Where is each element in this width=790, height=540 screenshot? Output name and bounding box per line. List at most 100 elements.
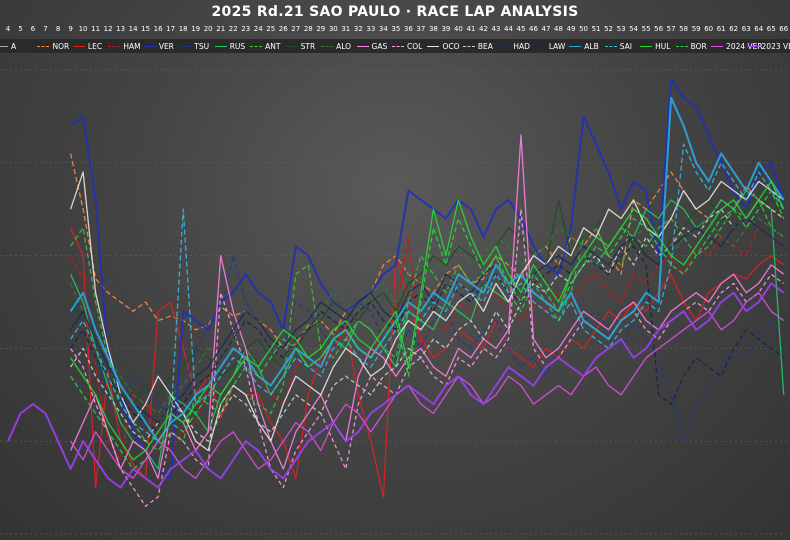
series-line-ver (70, 78, 785, 480)
legend-label: 2024 VER (726, 41, 763, 51)
lap-tick-label: 37 (416, 25, 426, 33)
lap-tick-label: 28 (303, 25, 313, 33)
legend-swatch (392, 45, 404, 47)
lap-tick-label: 26 (278, 25, 288, 33)
legend-swatch (675, 45, 688, 47)
lap-tick-label: 52 (604, 25, 614, 33)
legend: A NOR LEC HAM VER TSU RUS ANT STR ALO GAS COL OCO BEA… (0, 39, 790, 53)
legend-label: ANT (265, 41, 281, 51)
series-line-hul (70, 180, 785, 461)
legend-label: SAI (619, 41, 632, 51)
lap-tick-label: 5 (18, 25, 23, 33)
lap-tick-label: 53 (616, 25, 626, 33)
lap-tick-label: 17 (166, 25, 176, 33)
lap-tick-label: 9 (68, 25, 73, 33)
lap-tick-label: 25 (266, 25, 276, 33)
lap-tick-label: 40 (453, 25, 463, 33)
legend-swatch (711, 45, 724, 47)
lap-tick-label: 4 (5, 25, 11, 33)
lap-tick-label: 39 (441, 25, 451, 33)
legend-swatch (569, 45, 582, 47)
legend-item: SAI (604, 41, 632, 51)
lap-axis: 4 5 6 7 8 9 10 11 12 13 14 15 16 17 18 19 20 21 22 23 24 25 26… (0, 25, 790, 35)
lap-tick-label: 43 (491, 25, 501, 33)
series-line-alb (69, 96, 785, 443)
legend-label: A (11, 41, 17, 51)
lap-time-plot (0, 69, 790, 535)
series-line-gas (70, 134, 785, 479)
legend-label: NOR (52, 41, 70, 51)
legend-swatch (285, 45, 298, 47)
legend-swatch (427, 45, 440, 47)
chart-title: 2025 Rd.21 SAO PAULO · RACE LAP ANALYSIS (211, 4, 579, 20)
legend-swatch (746, 45, 759, 47)
lap-tick-label: 31 (341, 25, 351, 33)
legend-item: BOR (675, 41, 707, 51)
series-line-bea (70, 199, 785, 442)
lap-tick-label: 54 (629, 25, 639, 33)
lap-tick-label: 63 (741, 25, 751, 33)
lap-tick-label: 51 (591, 25, 601, 33)
legend-swatch (498, 45, 511, 47)
legend-label: HUL (655, 41, 671, 51)
lap-tick-label: 7 (43, 25, 48, 33)
legend-item: ALB (569, 41, 599, 51)
lap-tick-label: 14 (128, 25, 138, 33)
legend-swatch (143, 45, 156, 47)
lap-tick-label: 61 (716, 25, 726, 33)
lap-tick-label: 62 (729, 25, 739, 33)
legend-swatch (72, 45, 85, 47)
legend-swatch (356, 45, 369, 47)
lap-tick-label: 33 (366, 25, 376, 33)
lap-tick-label: 47 (541, 25, 551, 33)
legend-swatch (250, 45, 263, 47)
lap-tick-label: 21 (216, 25, 226, 33)
lap-tick-label: 8 (55, 25, 61, 33)
series-line-tsu (70, 254, 785, 442)
legend-swatch (214, 45, 227, 47)
legend-item: BEA (462, 41, 493, 51)
series-line-2023-ver (7, 282, 785, 489)
lap-tick-label: 65 (766, 25, 776, 33)
legend-item: COL (392, 41, 422, 51)
series-line-nor (69, 153, 785, 350)
lap-tick-label: 13 (116, 25, 126, 33)
legend-label: HAD (513, 41, 530, 51)
series-line-col (70, 208, 785, 507)
legend-label: COL (407, 41, 423, 51)
legend-swatch (179, 45, 192, 47)
legend-label: ALB (584, 41, 599, 51)
legend-label: LEC (87, 41, 103, 51)
legend-label: STR (300, 41, 316, 51)
legend-label: BOR (690, 41, 707, 51)
lap-tick-label: 38 (428, 25, 438, 33)
lap-tick-label: 55 (641, 25, 651, 33)
lap-tick-label: 6 (30, 25, 36, 33)
legend-item: LEC (72, 41, 103, 51)
lap-tick-label: 30 (328, 25, 338, 33)
series-line-2024-ver (70, 292, 785, 479)
series-line-oco (69, 171, 785, 452)
lap-tick-label: 16 (153, 25, 163, 33)
lap-tick-label: 27 (291, 25, 301, 33)
legend-item: ALO (321, 41, 351, 51)
legend-item: LAW (533, 41, 565, 51)
lap-tick-label: 64 (754, 25, 764, 33)
lap-tick-label: 45 (516, 25, 526, 33)
legend-item: OCO (427, 41, 460, 51)
lap-tick-label: 22 (228, 25, 238, 33)
lap-tick-label: 20 (203, 25, 213, 33)
lap-tick-label: 50 (579, 25, 589, 33)
lap-tick-label: 58 (679, 25, 689, 33)
series-line-sai (70, 143, 785, 442)
legend-item: GAS (356, 41, 387, 51)
legend-label: BEA (477, 41, 493, 51)
lap-tick-label: 19 (191, 25, 201, 33)
legend-label: ALO (336, 41, 352, 51)
legend-label: OCO (442, 41, 460, 51)
legend-swatch (108, 45, 121, 47)
lap-tick-label: 24 (253, 25, 263, 33)
lap-tick-label: 48 (554, 25, 563, 33)
legend-swatch (321, 45, 334, 47)
legend-item: 2023 VER (746, 41, 790, 51)
